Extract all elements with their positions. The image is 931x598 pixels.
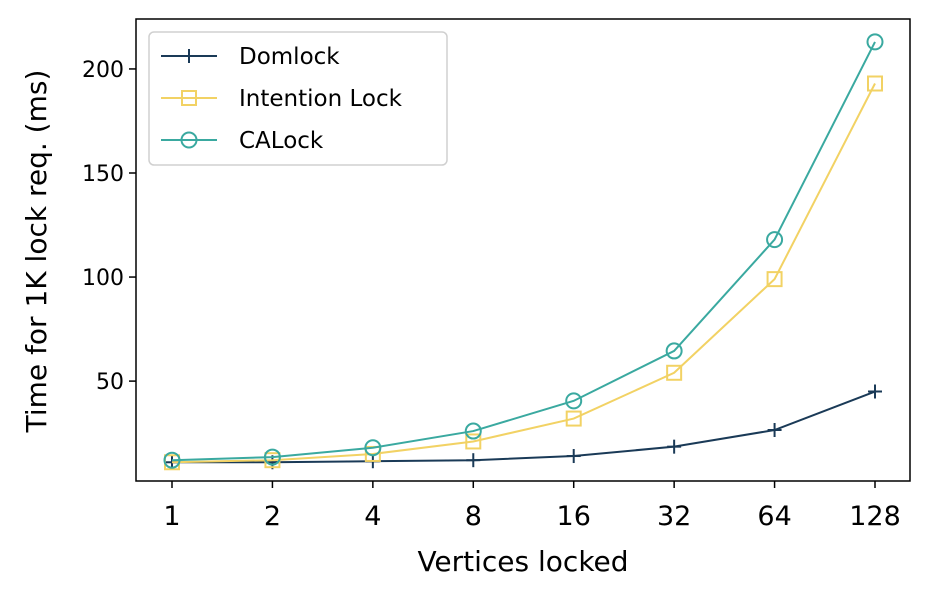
data-point: [666, 364, 683, 381]
y-axis: 50 100 150 200: [82, 58, 136, 395]
x-tick-label: 32: [657, 501, 691, 532]
data-point: [866, 33, 884, 51]
data-point: [163, 451, 181, 469]
series-line: [171, 83, 876, 464]
series-layer: [163, 33, 884, 471]
data-point: [868, 384, 882, 399]
y-axis-label: Time for 1K lock req. (ms): [20, 70, 53, 434]
series-line: [171, 41, 876, 462]
legend-label: Intention Lock: [239, 86, 403, 112]
data-point: [667, 439, 682, 454]
legend: Domlock Intention Lock CALock: [148, 31, 448, 166]
x-tick-label: 64: [757, 501, 791, 532]
y-tick-label: 50: [96, 370, 124, 395]
data-point: [565, 410, 582, 427]
data-point: [263, 448, 281, 466]
data-point: [364, 439, 382, 457]
data-point: [565, 392, 583, 410]
series-line: [172, 390, 876, 464]
data-point: [766, 271, 783, 288]
legend-entry: Domlock: [161, 44, 340, 70]
data-point: [566, 449, 581, 464]
legend-entry: CALock: [161, 128, 324, 154]
data-point: [466, 453, 481, 468]
legend-label: CALock: [239, 128, 324, 154]
data-point: [465, 433, 482, 450]
data-point: [464, 422, 482, 440]
x-axis-label: Vertices locked: [417, 545, 628, 578]
data-point: [665, 342, 683, 360]
series-calock: [163, 33, 884, 469]
legend-marker: [182, 49, 196, 63]
y-tick-label: 200: [82, 58, 124, 83]
x-tick-label: 8: [465, 501, 482, 532]
data-point: [767, 423, 782, 438]
legend-marker: [181, 90, 197, 106]
x-tick-label: 16: [557, 501, 591, 532]
x-tick-label: 4: [364, 501, 381, 532]
legend-entry: Intention Lock: [161, 86, 403, 112]
data-point: [766, 231, 784, 249]
y-tick-label: 150: [82, 162, 124, 187]
x-axis: 1 2 4 8 16 32 64 128: [163, 481, 901, 532]
legend-box: [148, 31, 448, 166]
y-tick-label: 100: [82, 266, 124, 291]
x-tick-label: 128: [849, 501, 901, 532]
data-point: [867, 75, 883, 92]
legend-label: Domlock: [239, 44, 340, 70]
legend-marker: [180, 131, 198, 149]
x-tick-label: 2: [264, 501, 281, 532]
x-tick-label: 1: [163, 501, 180, 532]
